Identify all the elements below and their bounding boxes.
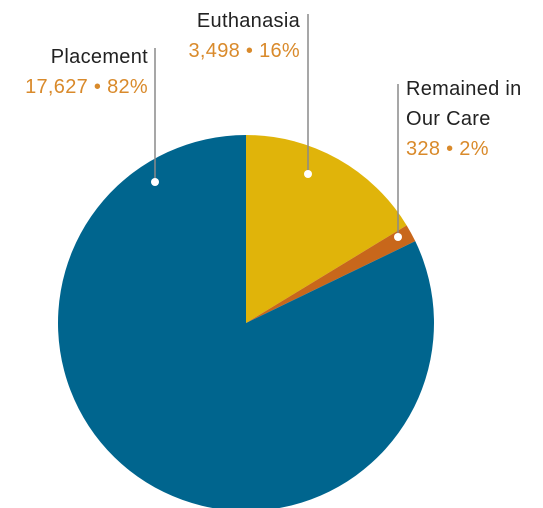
value-label: 17,627 • 82%	[25, 76, 148, 98]
slice-label: Euthanasia 3,498 • 16%	[189, 6, 301, 66]
leader-dot	[151, 178, 159, 186]
leader-dot	[304, 170, 312, 178]
pie-slice	[58, 135, 434, 508]
value-label: 3,498 • 16%	[188, 40, 300, 62]
category-label: Euthanasia	[196, 10, 300, 32]
category-label: Remained in Our Care	[406, 78, 522, 130]
pie-slice	[246, 225, 416, 323]
value-label: 328 • 2%	[406, 138, 489, 160]
slice-label: Remained in Our Care 328 • 2%	[406, 74, 542, 164]
category-label: Placement	[50, 46, 148, 68]
leader-dot	[394, 233, 402, 241]
slice-label: Placement 17,627 • 82%	[25, 42, 148, 102]
pie-slice	[246, 135, 407, 323]
